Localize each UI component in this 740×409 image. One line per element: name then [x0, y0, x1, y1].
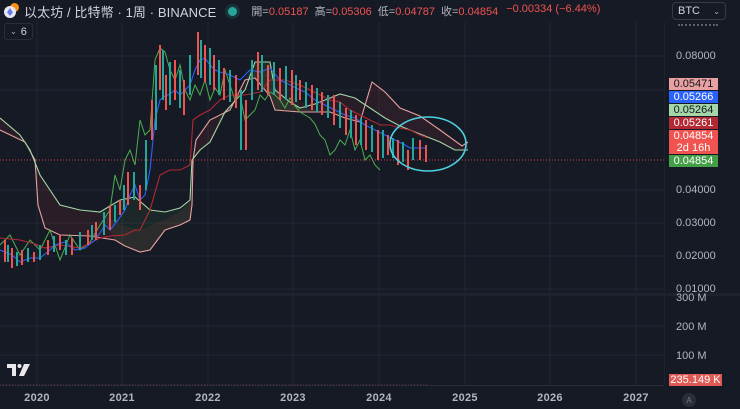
price-tick: 0.02000 — [676, 250, 716, 262]
close-label: 收= — [440, 6, 459, 18]
low-value: 0.04787 — [395, 6, 435, 18]
indicators-count: 6 — [20, 25, 27, 38]
chikou-price-tag: 0.04854 — [669, 155, 718, 167]
eth-btc-symbol-icon — [4, 3, 20, 19]
year-label: 2024 — [366, 392, 392, 404]
current-volume-tag: 235.149 K — [669, 374, 722, 386]
close-value: 0.04854 — [458, 6, 499, 18]
year-label: 2020 — [24, 392, 50, 404]
chevron-down-icon: ⌄ — [713, 6, 720, 16]
open-label: 開= — [251, 6, 269, 18]
price-tick: 0.01000 — [676, 283, 716, 295]
last-price-value: 0.04854 — [673, 130, 714, 142]
price-tick: 0.03000 — [676, 217, 716, 229]
chart-header: 以太坊 / 比特幣 · 1周 · BINANCE 開=0.05187 高=0.0… — [0, 0, 660, 22]
senkou-a-price-tag: 0.05264 — [669, 104, 718, 116]
high-value: 0.05306 — [332, 6, 372, 18]
annotation-ellipse — [389, 116, 467, 172]
year-label: 2027 — [623, 392, 649, 404]
indicators-toggle-button[interactable]: ⌄ 6 — [4, 23, 33, 40]
volume-tick: 100 M — [676, 350, 707, 362]
grid-lines — [0, 22, 664, 385]
bar-countdown: 2d 16h — [676, 142, 711, 154]
currency-value: BTC — [678, 5, 700, 17]
symbol-title[interactable]: 以太坊 / 比特幣 · 1周 · BINANCE — [24, 4, 217, 20]
year-label: 2025 — [452, 392, 478, 404]
low-label: 低= — [377, 6, 396, 18]
kijun-price-tag: 0.05261 — [669, 117, 718, 129]
candlesticks — [4, 32, 427, 268]
market-status-icon — [228, 6, 238, 16]
ohlc-values: 開=0.05187 高=0.05306 低=0.04787 收=0.04854 … — [251, 3, 600, 19]
price-tick: 0.04000 — [676, 184, 716, 196]
last-price-tag: 0.04854 2d 16h — [669, 130, 718, 154]
change-value: −0.00334 (−6.44%) — [506, 3, 601, 15]
year-label: 2023 — [280, 392, 306, 404]
senkou-span-b-line — [0, 77, 469, 253]
tradingview-logo-icon[interactable] — [7, 364, 31, 376]
volume-tick: 200 M — [676, 321, 707, 333]
year-label: 2022 — [195, 392, 221, 404]
volume-tick: 300 M — [676, 292, 707, 304]
price-tick: 0.08000 — [676, 50, 716, 62]
open-value: 0.05187 — [268, 6, 309, 18]
pane-separator[interactable] — [0, 293, 740, 296]
kijun-sen-line — [0, 79, 429, 249]
tenkan-price-tag: 0.05266 — [669, 91, 718, 103]
currency-select-underline — [678, 24, 718, 28]
year-label: 2026 — [537, 392, 563, 404]
chevron-down-icon: ⌄ — [10, 27, 17, 36]
auto-scale-button[interactable]: A — [682, 393, 696, 407]
senkou-b-price-tag: 0.05471 — [669, 78, 718, 90]
year-label: 2021 — [109, 392, 135, 404]
high-label: 高= — [314, 6, 333, 18]
currency-select[interactable]: BTC ⌄ — [672, 2, 726, 20]
